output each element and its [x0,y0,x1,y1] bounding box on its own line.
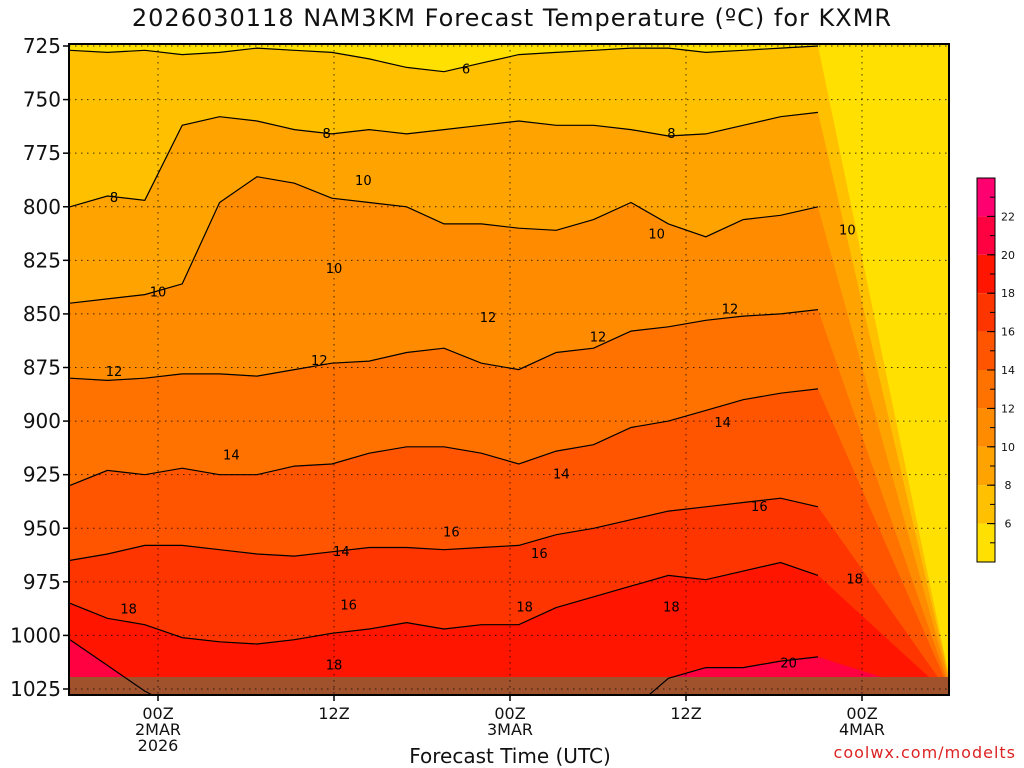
x-axis-title: Forecast Time (UTC) [409,744,611,768]
isotherm-20 [69,639,819,695]
colorbar-tick-label: 10 [1001,441,1015,454]
contour-label: 16 [531,547,548,562]
gridlines [69,44,949,695]
contour-label: 12 [106,365,123,380]
colorbar: 6 8 10 12 14 16 18 20 22 [976,177,1015,563]
colorbar-bin-22 [977,178,995,217]
isotherm-16 [69,497,819,561]
colorbar-tick-label: 6 [1005,518,1012,531]
x-tick-label: 00Z [846,704,877,723]
x-tick-label: 3MAR [487,720,533,739]
isotherm-10 [69,176,819,304]
contour-label: 8 [667,127,675,142]
y-tick-label: 875 [23,356,61,380]
isotherm-lines [69,45,819,695]
colorbar-bin-18 [977,254,995,294]
y-tick-label: 975 [23,570,61,594]
colorbar-bin-6 [977,485,995,524]
contour-label: 6 [462,63,470,78]
colorbar-tick-label: 18 [1001,287,1015,300]
colorbar-bin-20 [977,216,995,255]
y-tick-label: 900 [23,409,61,433]
colorbar-bin-14 [977,331,995,370]
isotherm-8 [69,111,819,208]
x-tick-label: 2MAR [135,720,181,739]
x-tick-label: 2026 [138,736,179,755]
isotherm-14 [69,388,819,486]
y-axis: 725 750 775 800 825 850 875 900 925 950 975 1000 102… [10,34,69,701]
contour-label: 10 [355,174,372,189]
colorbar-tick-label: 8 [1005,479,1012,492]
colorbar-bin-8 [977,446,995,486]
isotherm-6 [69,45,819,73]
x-tick-label: 12Z [670,704,701,723]
colorbar-tick-label: 16 [1001,326,1015,339]
y-tick-label: 1000 [10,623,61,647]
colorbar-bin-16 [977,293,995,332]
isotherm-labels: 6 8 8 8 10 10 10 10 10 12 12 12 12 12 14 14 14 14 16 16 16 16… [106,63,863,674]
chart-title: 2026030118 NAM3KM Forecast Temperature (… [131,4,893,32]
colorbar-tick-label: 12 [1001,402,1015,415]
y-tick-label: 850 [23,302,61,326]
contour-label: 14 [714,416,731,431]
contour-label: 18 [663,601,680,616]
x-tick-label: 12Z [318,704,349,723]
contour-label: 16 [751,500,768,515]
y-tick-label: 925 [23,463,61,487]
temperature-bands [69,44,949,695]
contour-label: 18 [846,573,863,588]
contour-label: 14 [553,468,570,483]
x-tick-label: 4MAR [839,720,885,739]
ground-bar [69,677,949,695]
contour-label: 10 [839,223,856,238]
colorbar-bin-10 [977,408,995,447]
colorbar-bin-12 [977,370,995,409]
contour-label: 20 [780,656,797,671]
colorbar-tick-label: 14 [1001,364,1015,377]
contour-label: 18 [326,658,343,673]
contour-label: 16 [340,598,357,613]
y-tick-label: 775 [23,141,61,165]
contour-label: 10 [150,285,167,300]
ground-strip [69,677,949,695]
contour-label: 10 [326,262,343,277]
contour-label: 14 [333,545,350,560]
x-tick-label: 00Z [142,704,173,723]
contour-label: 16 [443,526,460,541]
y-tick-label: 825 [23,248,61,272]
contour-label: 12 [590,330,607,345]
contour-label: 12 [480,311,497,326]
y-tick-label: 725 [23,34,61,58]
contour-label: 12 [311,354,328,369]
y-tick-label: 750 [23,88,61,112]
contour-label: 10 [648,228,665,243]
y-tick-label: 1025 [10,677,61,701]
contour-label: 18 [120,603,137,618]
plot-frame [68,43,950,696]
y-tick-label: 800 [23,195,61,219]
colorbar-tick-label: 20 [1001,249,1015,262]
contour-label: 12 [722,303,739,318]
colorbar-tick-label: 22 [1001,210,1015,223]
colorbar-bin-4 [977,523,995,562]
isotherm-12 [69,309,819,382]
y-tick-label: 950 [23,516,61,540]
x-tick-label: 00Z [494,704,525,723]
contour-label: 18 [516,601,533,616]
contour-label: 14 [223,448,240,463]
contour-label: 8 [323,127,331,142]
band-18-20 [69,562,949,695]
contour-label: 8 [110,191,118,206]
credit-text: coolwx.com/modelts [833,743,1016,762]
isotherm-18 [69,561,819,645]
